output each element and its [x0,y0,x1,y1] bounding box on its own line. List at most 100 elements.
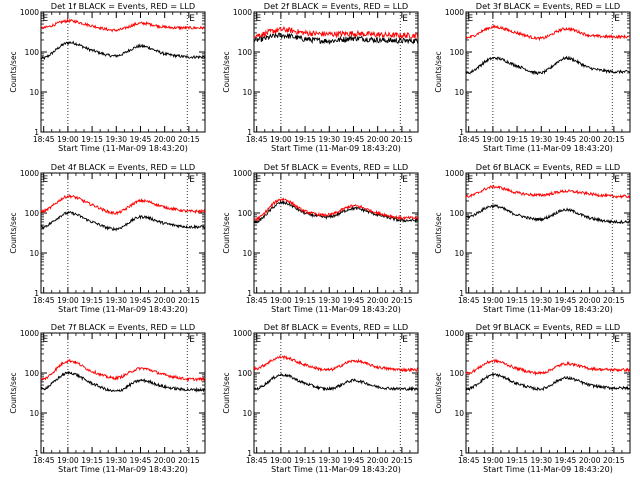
y-tick-label: 10 [29,249,39,258]
y-tick-label: 10 [242,409,252,418]
y-axis-label: Counts/sec [9,51,18,92]
chart-title: Det 5f BLACK = Events, RED = LLD [264,162,408,172]
y-tick-label: 1000 [233,329,252,338]
x-tick-label: 18:45 [246,135,268,144]
marker-label: E [467,14,473,24]
x-tick-label: 19:00 [57,135,79,144]
x-tick-label: 19:15 [81,296,103,305]
x-tick-label: 19:30 [105,296,127,305]
x-axis-label: Start Time (11-Mar-09 18:43:20) [483,465,613,474]
series-line-events [465,203,631,225]
series-line-events [40,210,205,232]
x-tick-label: 19:15 [294,456,316,465]
x-axis-label: Start Time (11-Mar-09 18:43:20) [58,465,188,474]
plot-frame [253,332,419,454]
series-line-events [253,32,419,46]
series-line-events [40,40,206,61]
chart-title: Det 4f BLACK = Events, RED = LLD [51,162,195,172]
marker-label: E [42,335,48,345]
x-tick-label: 19:30 [105,135,127,144]
chart-title: Det 2f BLACK = Events, RED = LLD [264,1,408,11]
series-line-events [253,373,418,392]
y-tick-label: 100 [238,209,253,218]
x-tick-label: 18:45 [458,135,480,144]
series-line-lld [465,184,631,199]
y-tick-label: 100 [450,209,465,218]
x-tick-label: 19:45 [130,296,152,305]
x-tick-label: 19:30 [318,135,340,144]
y-tick-label: 100 [25,48,40,57]
y-axis-label: Counts/sec [222,51,231,92]
x-tick-label: 19:00 [482,135,504,144]
series-line-lld [40,17,206,33]
series-line-events [465,55,630,76]
x-tick-label: 18:45 [458,296,480,305]
plot-frame [253,172,419,294]
x-tick-label: 20:15 [178,135,200,144]
x-tick-label: 19:30 [318,296,340,305]
marker-label: E [402,175,408,185]
y-tick-label: 1 [459,289,464,298]
x-tick-label: 19:15 [506,456,528,465]
x-tick-label: 20:00 [579,135,601,144]
y-tick-label: 100 [450,369,465,378]
x-tick-label: 20:15 [603,296,625,305]
series-line-lld [40,358,205,383]
x-tick-label: 19:45 [343,135,365,144]
x-tick-label: 19:00 [270,456,292,465]
x-tick-label: 19:45 [130,456,152,465]
x-axis-label: Start Time (11-Mar-09 18:43:20) [58,305,188,314]
series-line-events [465,372,630,392]
y-tick-label: 10 [29,409,39,418]
y-tick-label: 100 [25,369,40,378]
x-tick-label: 20:15 [391,456,413,465]
y-tick-label: 100 [450,48,465,57]
y-tick-label: 1000 [20,169,39,178]
marker-label: E [255,335,261,345]
marker-label: E [189,14,195,24]
x-tick-label: 18:45 [33,296,55,305]
y-axis-label: Counts/sec [434,212,443,253]
x-tick-label: 20:15 [178,296,200,305]
x-tick-label: 20:15 [391,135,413,144]
x-axis-label: Start Time (11-Mar-09 18:43:20) [483,144,613,153]
y-axis-label: Counts/sec [434,372,443,413]
marker-label: E [255,175,261,185]
marker-label: E [614,14,620,24]
marker-label: E [402,14,408,24]
y-tick-label: 10 [242,249,252,258]
y-tick-label: 1000 [445,329,464,338]
x-tick-label: 19:30 [530,296,552,305]
x-tick-label: 20:00 [154,135,176,144]
x-tick-label: 20:00 [367,456,389,465]
x-tick-label: 19:45 [343,296,365,305]
marker-label: E [402,335,408,345]
x-axis-label: Start Time (11-Mar-09 18:43:20) [271,144,401,153]
y-tick-label: 1000 [445,169,464,178]
x-tick-label: 19:00 [270,296,292,305]
y-tick-label: 10 [242,88,252,97]
marker-label: E [189,175,195,185]
marker-label: E [614,175,620,185]
x-axis-label: Start Time (11-Mar-09 18:43:20) [58,144,188,153]
x-tick-label: 19:00 [57,296,79,305]
y-axis-label: Counts/sec [9,372,18,413]
x-tick-label: 19:30 [318,456,340,465]
y-tick-label: 10 [454,249,464,258]
marker-label: E [189,335,195,345]
y-tick-label: 1 [34,128,39,137]
plot-frame [465,172,631,294]
y-tick-label: 1 [459,449,464,458]
y-axis-label: Counts/sec [434,51,443,92]
x-tick-label: 19:15 [506,135,528,144]
x-tick-label: 19:45 [555,135,577,144]
chart-title: Det 3f BLACK = Events, RED = LLD [476,1,620,11]
y-tick-label: 100 [25,209,40,218]
x-tick-label: 20:00 [154,296,176,305]
x-tick-label: 18:45 [246,456,268,465]
